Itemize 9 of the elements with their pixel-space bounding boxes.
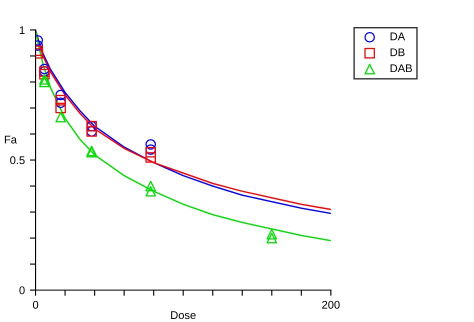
x-tick-label: 200 [322, 300, 340, 309]
y-tick-label: 0 [19, 286, 25, 294]
legend-label: DA [390, 32, 406, 40]
y-tick-label: 0.5 [10, 156, 25, 164]
x-axis-title: Dose [171, 311, 196, 320]
legend-label: DB [390, 48, 405, 56]
y-tick-label: 1 [20, 26, 25, 34]
legend-label: DAB [390, 64, 412, 72]
y-axis-title: Fa [4, 136, 17, 144]
